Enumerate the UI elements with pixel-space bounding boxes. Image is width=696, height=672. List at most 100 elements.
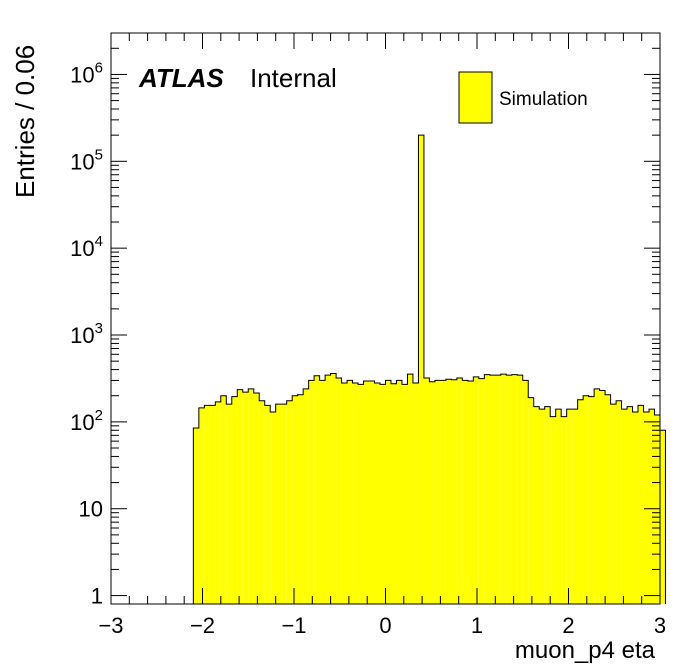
bar	[627, 406, 633, 604]
bar	[517, 375, 523, 604]
y-tick-label: 105	[70, 146, 103, 174]
y-tick-label: 104	[70, 233, 103, 261]
bar	[632, 411, 639, 604]
bar	[511, 374, 518, 604]
bar	[473, 376, 479, 604]
x-axis-tick-labels: −3 −2 −1 0 1 2 3	[98, 613, 666, 638]
bar	[434, 380, 441, 604]
x-tick-label: −1	[281, 613, 306, 638]
y-tick-label: 103	[70, 320, 103, 348]
bar	[599, 390, 606, 604]
bar	[577, 399, 584, 604]
bar	[231, 396, 238, 604]
bar	[550, 416, 556, 604]
y-tick-label: 102	[70, 407, 103, 435]
bar	[281, 404, 287, 604]
bar	[423, 377, 430, 604]
bar	[649, 409, 655, 604]
bar	[347, 380, 353, 604]
bar	[605, 394, 611, 604]
bar	[489, 375, 496, 604]
bar	[352, 383, 359, 604]
bar	[270, 411, 276, 604]
y-tick-label: 1	[91, 584, 103, 609]
bar	[204, 405, 210, 604]
y-axis-ticks	[111, 32, 660, 597]
bar	[588, 396, 595, 604]
bar	[522, 380, 529, 604]
bar	[445, 379, 452, 604]
bar	[292, 395, 298, 604]
bar	[259, 400, 265, 604]
bar	[390, 383, 397, 604]
internal-label: Internal	[250, 63, 337, 93]
bar	[456, 377, 463, 604]
bar	[198, 407, 205, 604]
bar	[495, 375, 501, 604]
bar	[193, 427, 199, 604]
bar	[561, 416, 567, 604]
bar	[484, 374, 490, 604]
bar	[215, 401, 221, 604]
bar	[325, 375, 331, 604]
histogram-bars	[192, 134, 666, 604]
bar	[412, 383, 419, 604]
bar	[220, 395, 227, 604]
bar	[242, 392, 249, 604]
bar	[407, 374, 413, 604]
bar	[226, 404, 232, 604]
bar-outline	[192, 134, 666, 604]
legend: Simulation	[458, 71, 588, 124]
atlas-label: ATLAS	[138, 63, 224, 93]
bar	[533, 406, 540, 604]
bar	[621, 409, 628, 604]
x-tick-label: −3	[98, 613, 123, 638]
bar	[253, 392, 260, 604]
bar	[566, 409, 573, 604]
bar	[539, 409, 545, 604]
bar	[286, 400, 293, 604]
bar	[555, 409, 562, 604]
bar	[297, 394, 304, 604]
bar	[583, 395, 589, 604]
bar	[314, 375, 320, 604]
bar	[303, 388, 309, 604]
bar	[572, 409, 578, 604]
x-tick-label: 0	[379, 613, 391, 638]
bar	[654, 414, 660, 604]
bar	[369, 381, 375, 604]
y-axis-tick-labels: 1 10 102 103 104 105 106	[70, 59, 103, 608]
bar	[209, 405, 216, 604]
bar	[429, 381, 435, 604]
bar	[308, 380, 315, 604]
y-tick-label: 10	[79, 497, 103, 522]
bar	[440, 380, 446, 604]
x-tick-label: −2	[190, 613, 215, 638]
x-axis-ticks	[110, 33, 661, 604]
bar	[462, 380, 468, 604]
legend-swatch-simulation	[458, 71, 493, 124]
bar	[330, 373, 337, 604]
bar	[401, 384, 408, 604]
bar	[544, 406, 551, 604]
bar	[380, 384, 386, 604]
bar	[451, 379, 457, 604]
bar	[396, 380, 402, 604]
y-axis-title: Entries / 0.06	[10, 45, 40, 198]
bar	[610, 404, 617, 604]
x-tick-label: 1	[471, 613, 483, 638]
bar	[638, 405, 644, 604]
bar	[660, 430, 666, 604]
bar	[528, 397, 534, 604]
bar	[363, 381, 370, 604]
bar	[467, 381, 474, 604]
bar	[374, 383, 381, 604]
bar	[358, 384, 364, 604]
bar	[336, 377, 342, 604]
bar	[500, 374, 507, 604]
y-tick-label: 106	[70, 59, 103, 87]
bar	[237, 389, 243, 604]
bar	[478, 378, 485, 604]
bar	[418, 135, 424, 604]
